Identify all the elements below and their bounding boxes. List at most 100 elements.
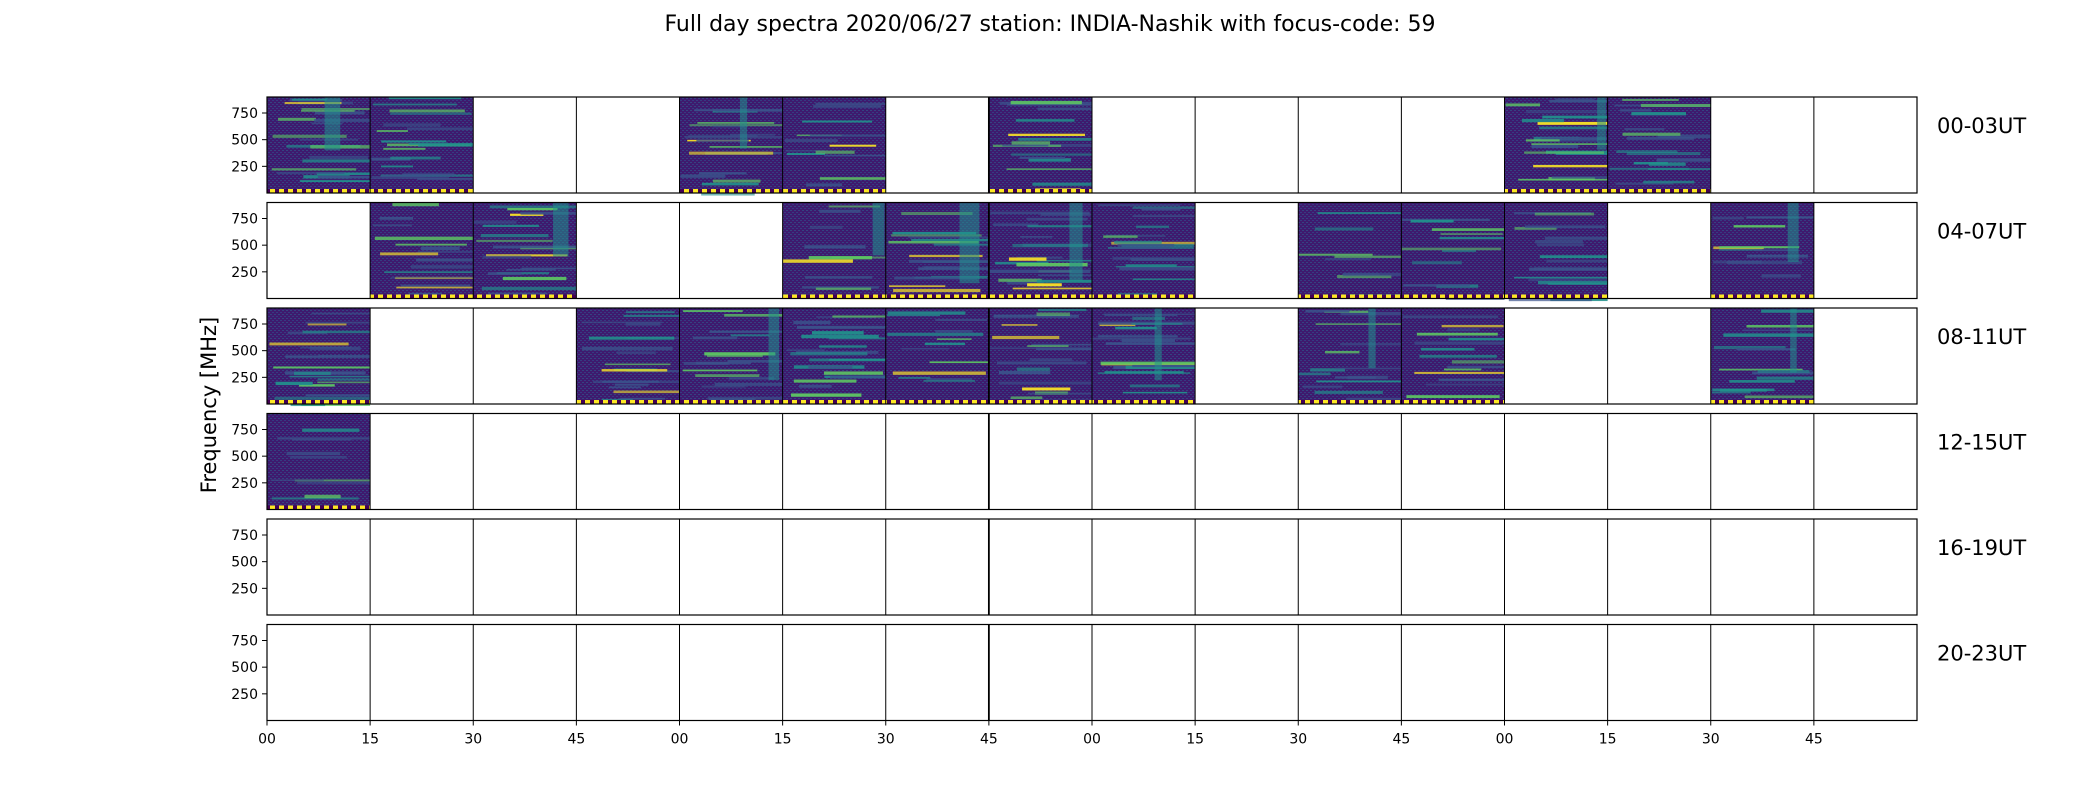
spectrum-streak	[908, 236, 989, 239]
spectrum-streak	[1008, 133, 1086, 137]
spectrum-streak	[1752, 371, 1814, 375]
spectrum-streak	[998, 278, 1042, 282]
spectrum-panel	[473, 202, 577, 299]
spectrum-streak	[1648, 162, 1686, 166]
spectrum-streak	[1440, 233, 1503, 235]
spectrum-streak	[395, 243, 467, 246]
spectrum-streak	[1027, 345, 1069, 348]
spectrum-streak	[1122, 391, 1188, 394]
spectrum-streak	[1442, 249, 1477, 253]
spectrum-streak	[1412, 261, 1462, 265]
spectrum-streak	[1121, 339, 1176, 343]
spectrum-streak	[476, 239, 553, 242]
spectrum-streak	[1011, 141, 1051, 145]
spectrum-streak	[1656, 158, 1711, 162]
spectrum-streak	[290, 403, 326, 407]
spectrum-baseline	[1298, 294, 1402, 298]
spectrum-streak	[1346, 397, 1402, 400]
spectrum-streak	[1755, 249, 1798, 252]
spectrum-streak	[728, 377, 774, 380]
x-tick-label: 30	[877, 732, 895, 748]
spectrum-streak	[520, 211, 577, 215]
spectrum-streak	[1620, 109, 1652, 112]
spectrum-baseline	[1298, 400, 1402, 404]
spectrum-streak	[1626, 137, 1694, 140]
spectrum-streak	[1439, 237, 1505, 240]
spectrum-baseline	[988, 294, 1092, 298]
spectrum-streak	[317, 175, 371, 179]
spectrum-streak	[1305, 309, 1350, 313]
spectrum-streak	[1109, 247, 1170, 250]
spectrum-streak	[400, 284, 471, 287]
x-tick-label: 45	[567, 732, 585, 748]
spectrum-background	[885, 308, 989, 404]
spectrum-streak	[1410, 219, 1454, 223]
spectrum-streak	[1022, 387, 1071, 391]
spectrum-streak	[793, 379, 857, 383]
spectrum-streak	[1325, 350, 1360, 354]
spectrum-streak	[815, 150, 855, 154]
spectrum-streak	[616, 351, 656, 354]
spectrum-streak	[809, 358, 886, 362]
spectrum-streak	[824, 154, 886, 157]
spectrum-panel	[1092, 308, 1196, 404]
spectrum-streak	[1104, 314, 1178, 316]
spectrum-streak	[1518, 178, 1608, 181]
spectrum-streak	[1622, 98, 1679, 101]
spectrum-streak	[891, 234, 982, 237]
spectrum-baseline	[988, 189, 1092, 193]
spectrum-streak	[620, 397, 666, 400]
spectrum-streak	[270, 479, 324, 482]
spectrum-streak	[581, 321, 663, 324]
spectrum-streak	[1736, 348, 1796, 351]
spectrum-burst	[1597, 97, 1606, 150]
spectrum-burst	[553, 202, 569, 257]
spectrum-streak	[1546, 259, 1608, 263]
row-20-23UT: 750 500 250 20-23UT	[231, 623, 2026, 722]
spectrum-streak	[809, 134, 886, 137]
spectrum-streak	[1027, 392, 1092, 395]
y-tick-label: 750	[231, 212, 258, 228]
spectrum-streak	[614, 383, 649, 386]
spectrum-streak	[1403, 284, 1470, 287]
spectrum-streak	[1657, 134, 1711, 139]
spectrum-streak	[701, 182, 759, 186]
spectrum-streak	[507, 207, 558, 211]
spectrum-panel	[267, 97, 371, 193]
spectrum-streak	[299, 384, 335, 387]
spectrum-streak	[604, 363, 671, 366]
spectrum-streak	[730, 334, 770, 337]
spectrum-streak	[1626, 152, 1701, 156]
spectrum-streak	[811, 331, 864, 335]
spectrum-baseline	[679, 189, 783, 193]
spectrum-streak	[724, 313, 783, 317]
spectrum-streak	[1132, 316, 1166, 321]
spectrum-streak	[419, 144, 474, 147]
spectrum-streak	[482, 224, 539, 228]
spectrum-streak	[1438, 378, 1505, 382]
x-tick-label: 00	[258, 732, 276, 748]
spectrum-streak	[1537, 243, 1584, 247]
x-tick-label: 30	[1702, 732, 1720, 748]
spectrum-streak	[1325, 258, 1371, 261]
spectrum-streak	[613, 390, 680, 394]
spectrum-baseline	[576, 400, 680, 404]
spectrum-streak	[381, 174, 425, 178]
spectrum-streak	[786, 153, 826, 156]
chart-title: Full day spectra 2020/06/27 station: IND…	[664, 12, 1436, 37]
spectrum-streak	[275, 381, 313, 386]
spectrum-streak	[1015, 119, 1075, 122]
spectrum-streak	[289, 375, 371, 378]
spectrum-streak	[301, 403, 371, 406]
spectrum-streak	[302, 159, 371, 163]
spectrum-streak	[1525, 139, 1560, 142]
row-16-19UT: 750 500 250 16-19UT	[231, 518, 2026, 616]
spectrum-streak	[1302, 385, 1343, 388]
spectrum-streak	[521, 267, 577, 270]
spectrum-streak	[706, 354, 763, 358]
spectrum-streak	[1010, 396, 1043, 399]
spectrum-streak	[1622, 132, 1681, 136]
spectrum-streak	[1414, 341, 1505, 345]
spectrum-streak	[1136, 225, 1170, 228]
spectrum-streak	[989, 269, 1091, 273]
